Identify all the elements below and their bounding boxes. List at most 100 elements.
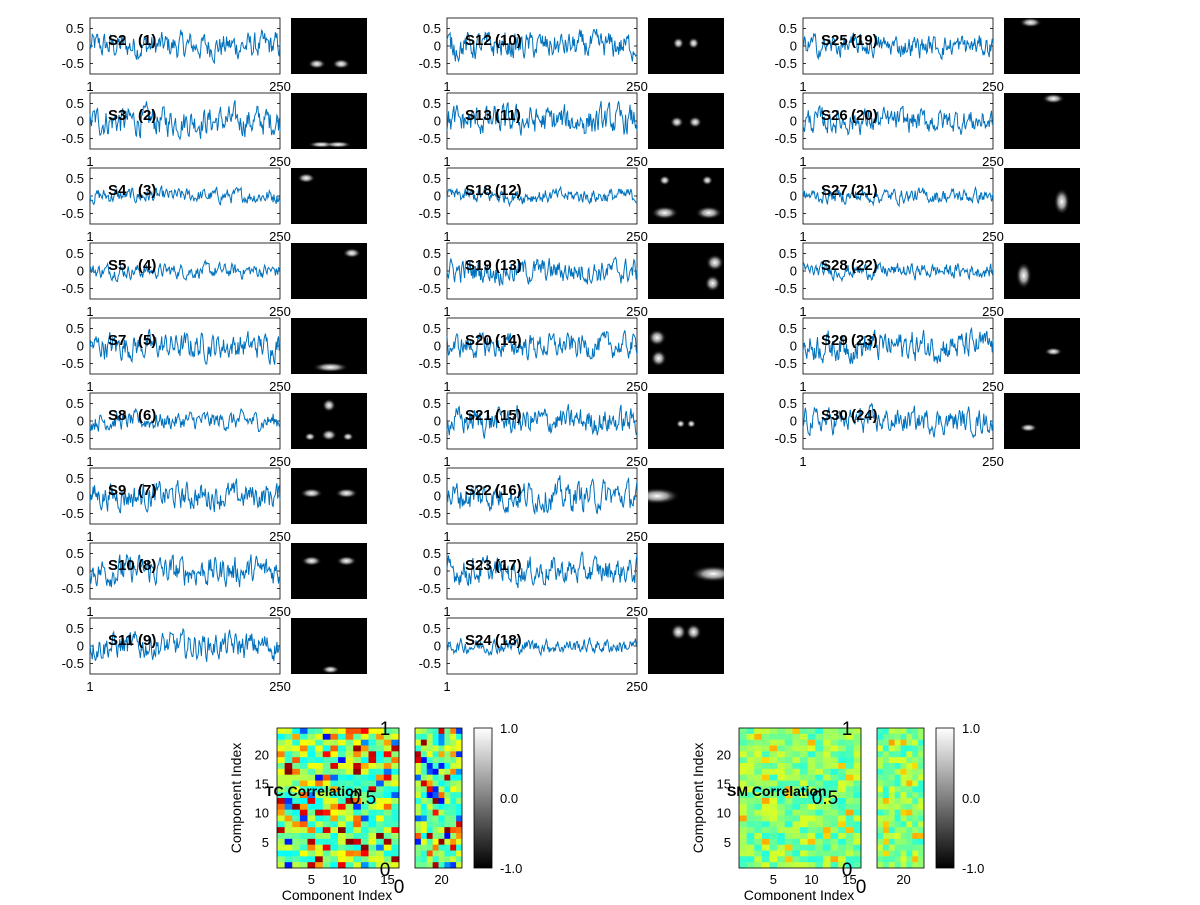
- heatmap-cell: [830, 763, 839, 770]
- heatmap-cell: [353, 844, 362, 851]
- component-index: (3): [138, 182, 156, 199]
- spatial-map-S11: [291, 618, 367, 674]
- heatmap-cell: [800, 856, 808, 863]
- heatmap-cell: [822, 792, 831, 799]
- heatmap-cell: [894, 798, 901, 805]
- heatmap-cell: [754, 821, 763, 828]
- heatmap-cell: [292, 809, 301, 816]
- heatmap-cell: [284, 838, 293, 845]
- heatmap-cell: [918, 739, 925, 746]
- heatmap-cell: [777, 786, 786, 793]
- heatmap-cell: [284, 856, 293, 863]
- heatmap-cell: [777, 821, 786, 828]
- heatmap-cell: [315, 739, 324, 746]
- heatmap-cell: [338, 774, 346, 781]
- heatmap-cell: [739, 774, 747, 781]
- heatmap-cell: [315, 850, 324, 857]
- heatmap-cell: [888, 838, 895, 845]
- heatmap-cell: [784, 815, 793, 822]
- heatmap-cell: [284, 850, 293, 857]
- heatmap-cell: [815, 862, 824, 869]
- heatmap-cell: [391, 856, 400, 863]
- heatmap-cell: [376, 780, 385, 787]
- x-tick-label: 250: [982, 229, 1004, 244]
- heatmap-cell: [769, 757, 778, 764]
- heatmap-cell: [353, 833, 362, 840]
- heatmap-cell: [426, 768, 433, 775]
- heatmap-cell: [383, 792, 392, 799]
- heatmap-cell: [918, 844, 925, 851]
- heatmap-cell: [822, 827, 831, 834]
- heatmap-cell: [420, 763, 428, 770]
- heatmap-cell: [284, 757, 293, 764]
- component-index: (4): [138, 257, 156, 274]
- heatmap-cell: [444, 751, 451, 758]
- heatmap-cell: [800, 809, 808, 816]
- heatmap-cell: [360, 821, 369, 828]
- timecourse-line: [446, 29, 638, 63]
- y-tick-label: -0.5: [62, 56, 84, 71]
- heatmap-cell: [368, 844, 377, 851]
- heatmap-cell: [391, 763, 400, 770]
- heatmap-cell: [906, 809, 913, 816]
- spatial-map-background: [1004, 243, 1080, 299]
- heatmap-cell: [338, 739, 346, 746]
- heatmap-cell: [815, 751, 824, 758]
- heatmap-cell: [761, 833, 770, 840]
- heatmap-cell: [784, 833, 793, 840]
- overlay-tick-label: 0.5: [812, 788, 838, 809]
- y-tick-label: 0: [77, 39, 84, 54]
- x-tick-label: 1: [443, 229, 450, 244]
- activation-blob: [701, 175, 713, 186]
- heatmap-cell: [912, 751, 919, 758]
- heatmap-cell: [894, 792, 901, 799]
- heatmap-cell: [900, 780, 907, 787]
- heatmap-cell: [754, 786, 763, 793]
- heatmap-cell: [338, 798, 346, 805]
- heatmap-cell: [391, 844, 400, 851]
- heatmap-cell: [912, 862, 919, 869]
- heatmap-cell: [376, 862, 385, 869]
- heatmap-cell: [292, 850, 301, 857]
- heatmap-cell: [800, 833, 808, 840]
- heatmap-cell: [353, 768, 362, 775]
- heatmap-cell: [877, 856, 884, 863]
- heatmap-cell: [444, 862, 451, 869]
- component-label: S9: [108, 482, 126, 499]
- heatmap-cell: [822, 774, 831, 781]
- heatmap-cell: [299, 733, 308, 740]
- heatmap-cell: [338, 850, 346, 857]
- heatmap-cell: [307, 815, 316, 822]
- spatial-map-S24: [648, 618, 724, 674]
- colorbar: [473, 727, 493, 869]
- heatmap-cell: [777, 757, 786, 764]
- y-tick-label: -0.5: [775, 206, 797, 221]
- timecourse-line: [446, 404, 638, 439]
- heatmap-cell: [822, 763, 831, 770]
- heatmap-cell: [900, 757, 907, 764]
- heatmap-cell: [918, 821, 925, 828]
- heatmap-cell: [345, 774, 354, 781]
- heatmap-cell: [900, 751, 907, 758]
- heatmap-cell: [746, 768, 755, 775]
- heatmap-cell: [838, 728, 847, 735]
- y-tick-label: 0: [434, 189, 441, 204]
- component-index: (22): [851, 257, 878, 274]
- spatial-map-background: [291, 18, 367, 74]
- spatial-map-S7: [291, 318, 367, 374]
- heatmap-cell: [338, 856, 346, 863]
- heatmap-cell: [761, 786, 770, 793]
- activation-blob: [648, 329, 667, 346]
- heatmap-cell: [338, 803, 346, 810]
- heatmap-cell: [432, 838, 439, 845]
- heatmap-cell: [906, 833, 913, 840]
- activation-blob: [321, 665, 340, 674]
- heatmap-cell: [877, 803, 884, 810]
- x-tick-label: 20: [896, 872, 910, 887]
- heatmap-cell: [822, 751, 831, 758]
- heatmap-cell: [792, 733, 801, 740]
- heatmap-cell: [292, 792, 301, 799]
- heatmap-cell: [322, 768, 331, 775]
- heatmap-cell: [277, 786, 285, 793]
- heatmap-cell: [754, 792, 763, 799]
